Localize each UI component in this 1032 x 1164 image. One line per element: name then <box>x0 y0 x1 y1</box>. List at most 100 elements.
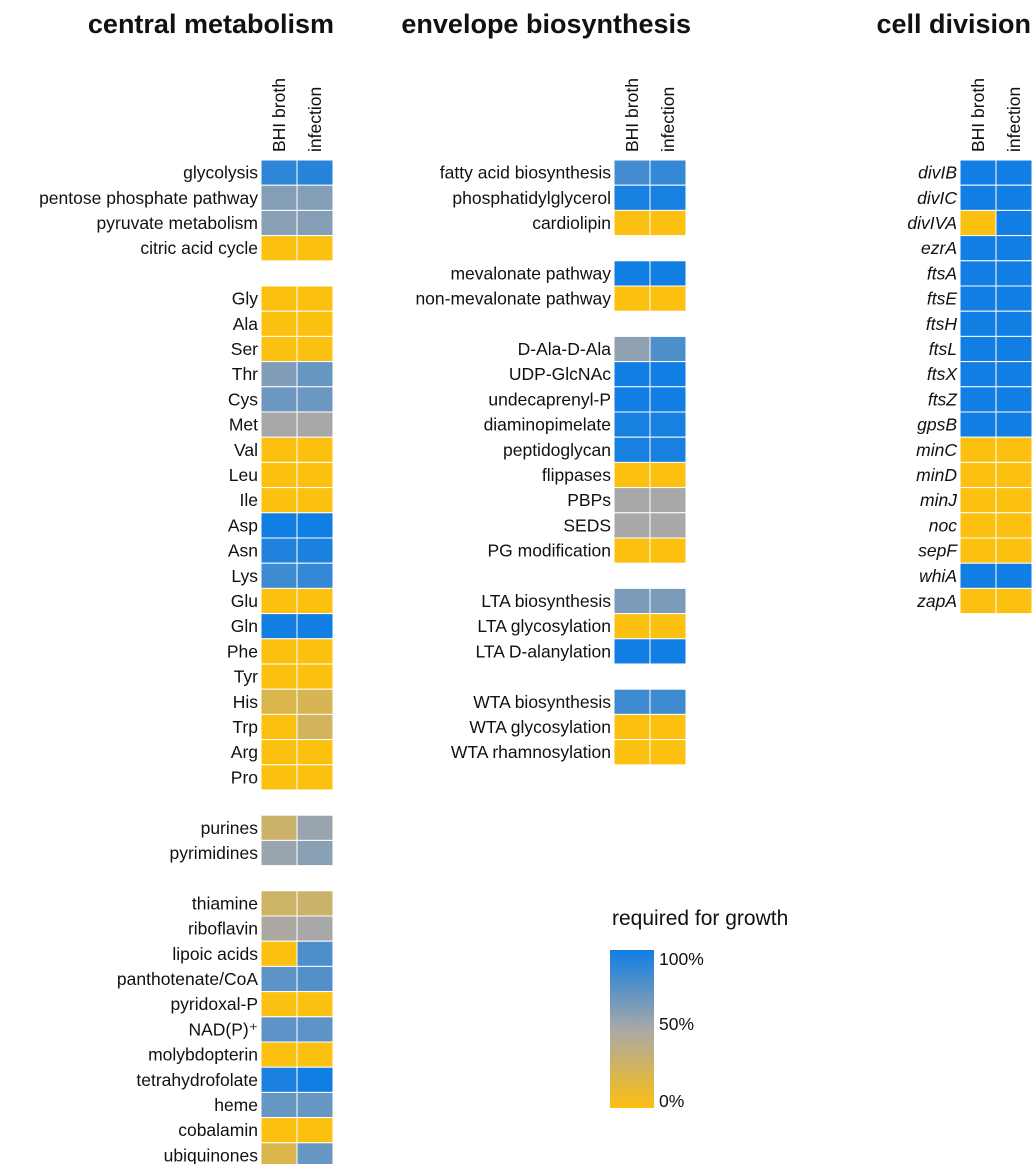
row-label: LTA D-alanylation <box>475 641 611 661</box>
heatmap-cell <box>995 512 1032 539</box>
heatmap-cell <box>995 209 1032 237</box>
row-label: heme <box>214 1095 258 1115</box>
heatmap-cell <box>260 209 298 237</box>
heatmap-cell <box>995 235 1032 262</box>
heatmap-cell <box>649 638 687 665</box>
heatmap-cell <box>959 386 997 413</box>
heatmap-cell <box>613 411 651 438</box>
heatmap-cell <box>260 890 298 917</box>
heatmap-cell <box>296 940 334 967</box>
row-label: Phe <box>227 641 258 661</box>
row-label: pyruvate metabolism <box>97 213 258 233</box>
heatmap-cell <box>959 537 997 564</box>
heatmap-cell <box>296 1016 334 1043</box>
heatmap-cell <box>260 739 298 766</box>
column-label: infection <box>658 87 678 152</box>
heatmap-cell <box>260 487 298 514</box>
heatmap-cell <box>649 335 687 363</box>
heatmap-cell <box>613 512 651 539</box>
heatmap-cell <box>959 310 997 337</box>
heatmap-cell <box>649 461 687 489</box>
column-label: BHI broth <box>269 78 289 152</box>
heatmap-cell <box>995 562 1032 589</box>
heatmap-cell <box>613 688 651 715</box>
heatmap-cell <box>260 235 298 262</box>
row-label: flippases <box>542 465 611 485</box>
row-label: pyrimidines <box>170 843 259 863</box>
row-label: Gln <box>231 616 258 636</box>
row-label: sepF <box>918 541 958 561</box>
row-label: glycolysis <box>183 163 258 183</box>
heatmap-cell <box>613 361 651 388</box>
column-label: infection <box>305 87 325 152</box>
row-label: peptidoglycan <box>503 440 611 460</box>
heatmap-cell <box>995 260 1032 287</box>
row-label: Cys <box>228 389 258 409</box>
color-legend: required for growth 100% 50% 0% <box>610 907 788 1111</box>
row-label: non-mevalonate pathway <box>415 289 611 309</box>
row-label: thiamine <box>192 893 258 913</box>
heatmap-cell <box>260 159 298 186</box>
row-label: Val <box>234 440 258 460</box>
heatmap-cell <box>649 512 687 539</box>
heatmap-cell <box>260 613 298 640</box>
row-label: Glu <box>231 591 258 611</box>
heatmap-cell <box>959 285 997 312</box>
row-label: Pro <box>231 767 258 787</box>
heatmap-cell <box>649 184 687 211</box>
heatmap-cell <box>260 1117 298 1144</box>
row-label: LTA glycosylation <box>477 616 611 636</box>
heatmap-cell <box>260 839 298 867</box>
heatmap-cell <box>959 411 997 438</box>
heatmap-cell <box>296 461 334 489</box>
heatmap-cell <box>649 739 687 766</box>
heatmap-cell <box>296 1117 334 1144</box>
heatmap-cell <box>260 436 298 463</box>
heatmap-cell <box>613 260 651 287</box>
row-label: WTA glycosylation <box>469 717 611 737</box>
row-label: gpsB <box>917 415 957 435</box>
heatmap-cell <box>296 991 334 1018</box>
heatmap-cell <box>649 209 687 237</box>
panel-title: central metabolism <box>88 9 334 39</box>
heatmap-cell <box>296 1091 334 1119</box>
legend-title: required for growth <box>612 907 788 930</box>
row-label: SEDS <box>563 515 611 535</box>
heatmap-cell <box>296 663 334 690</box>
heatmap-cell <box>959 487 997 514</box>
heatmap-cell <box>296 184 334 211</box>
row-label: His <box>233 692 259 712</box>
heatmap-cell <box>296 386 334 413</box>
heatmap-cell <box>649 260 687 287</box>
row-label: pyridoxal-P <box>170 994 258 1014</box>
heatmap-cell <box>260 386 298 413</box>
heatmap-cell <box>260 537 298 564</box>
row-label: Tyr <box>234 667 258 687</box>
row-label: PG modification <box>487 541 611 561</box>
panel-3: cell division BHI broth infection divIB divI… <box>876 9 1032 615</box>
row-label: ftsA <box>927 263 957 283</box>
heatmap-cell <box>649 587 687 615</box>
heatmap-cell <box>260 1041 298 1068</box>
row-label: cardiolipin <box>532 213 611 233</box>
row-label: ftsZ <box>928 389 958 409</box>
heatmap-cell <box>613 537 651 564</box>
row-label: tetrahydrofolate <box>136 1070 258 1090</box>
heatmap-cell <box>613 159 651 186</box>
row-label: ezrA <box>921 238 957 258</box>
heatmap-cell <box>613 713 651 741</box>
heatmap-cell <box>296 361 334 388</box>
heatmap-cell <box>296 839 334 867</box>
row-label: undecaprenyl-P <box>488 389 611 409</box>
row-label: Trp <box>232 717 258 737</box>
row-label: LTA biosynthesis <box>481 591 611 611</box>
heatmap-cell <box>613 285 651 312</box>
heatmap-cell <box>296 739 334 766</box>
heatmap-cell <box>959 260 997 287</box>
row-label: ftsX <box>927 364 958 384</box>
heatmap-cell <box>296 562 334 589</box>
heatmap-cell <box>959 184 997 211</box>
heatmap-cell <box>959 335 997 363</box>
heatmap-cell <box>260 335 298 363</box>
heatmap-cell <box>649 285 687 312</box>
